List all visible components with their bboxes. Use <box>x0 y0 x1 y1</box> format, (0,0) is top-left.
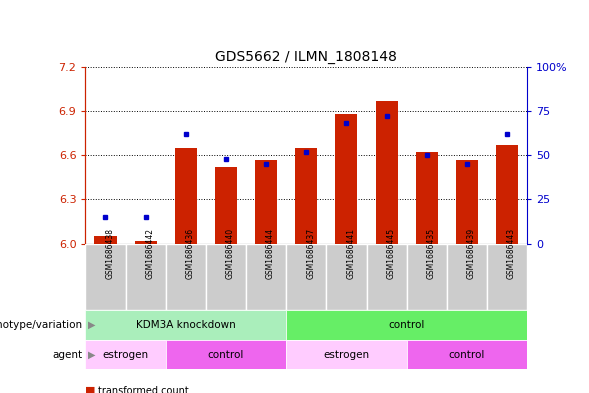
Bar <box>255 160 277 244</box>
Text: control: control <box>389 320 425 330</box>
Bar <box>166 340 286 369</box>
Bar <box>496 145 518 244</box>
Title: GDS5662 / ILMN_1808148: GDS5662 / ILMN_1808148 <box>216 50 397 64</box>
Bar <box>94 236 117 244</box>
Bar <box>135 241 157 244</box>
Bar <box>335 114 358 244</box>
Text: transformed count: transformed count <box>98 386 189 393</box>
Text: GSM1686444: GSM1686444 <box>266 228 275 279</box>
Bar <box>206 244 246 310</box>
Bar <box>376 101 398 244</box>
Text: GSM1686442: GSM1686442 <box>145 228 155 279</box>
Text: estrogen: estrogen <box>102 350 148 360</box>
Bar <box>366 244 406 310</box>
Text: estrogen: estrogen <box>323 350 369 360</box>
Text: GSM1686443: GSM1686443 <box>507 228 516 279</box>
Text: ■: ■ <box>85 386 96 393</box>
Bar <box>125 244 166 310</box>
Bar <box>85 340 166 369</box>
Text: GSM1686436: GSM1686436 <box>186 228 195 279</box>
Text: agent: agent <box>52 350 82 360</box>
Bar <box>326 244 366 310</box>
Text: GSM1686440: GSM1686440 <box>226 228 235 279</box>
Bar <box>246 244 286 310</box>
Text: ▶: ▶ <box>88 320 96 330</box>
Text: GSM1686445: GSM1686445 <box>386 228 396 279</box>
Text: GSM1686439: GSM1686439 <box>467 228 476 279</box>
Bar <box>487 244 527 310</box>
Bar <box>286 310 527 340</box>
Bar <box>166 244 206 310</box>
Bar <box>456 160 478 244</box>
Bar <box>295 148 317 244</box>
Text: ▶: ▶ <box>88 350 96 360</box>
Bar <box>406 244 447 310</box>
Text: GSM1686438: GSM1686438 <box>105 228 114 279</box>
Bar <box>286 340 406 369</box>
Bar <box>286 244 326 310</box>
Bar <box>85 310 286 340</box>
Bar <box>406 340 527 369</box>
Bar <box>85 244 125 310</box>
Text: GSM1686435: GSM1686435 <box>427 228 436 279</box>
Text: GSM1686441: GSM1686441 <box>346 228 355 279</box>
Bar <box>215 167 237 244</box>
Text: control: control <box>208 350 244 360</box>
Bar <box>416 152 438 244</box>
Text: control: control <box>449 350 485 360</box>
Text: GSM1686437: GSM1686437 <box>306 228 315 279</box>
Bar <box>175 148 197 244</box>
Text: KDM3A knockdown: KDM3A knockdown <box>136 320 236 330</box>
Bar <box>447 244 487 310</box>
Text: genotype/variation: genotype/variation <box>0 320 82 330</box>
